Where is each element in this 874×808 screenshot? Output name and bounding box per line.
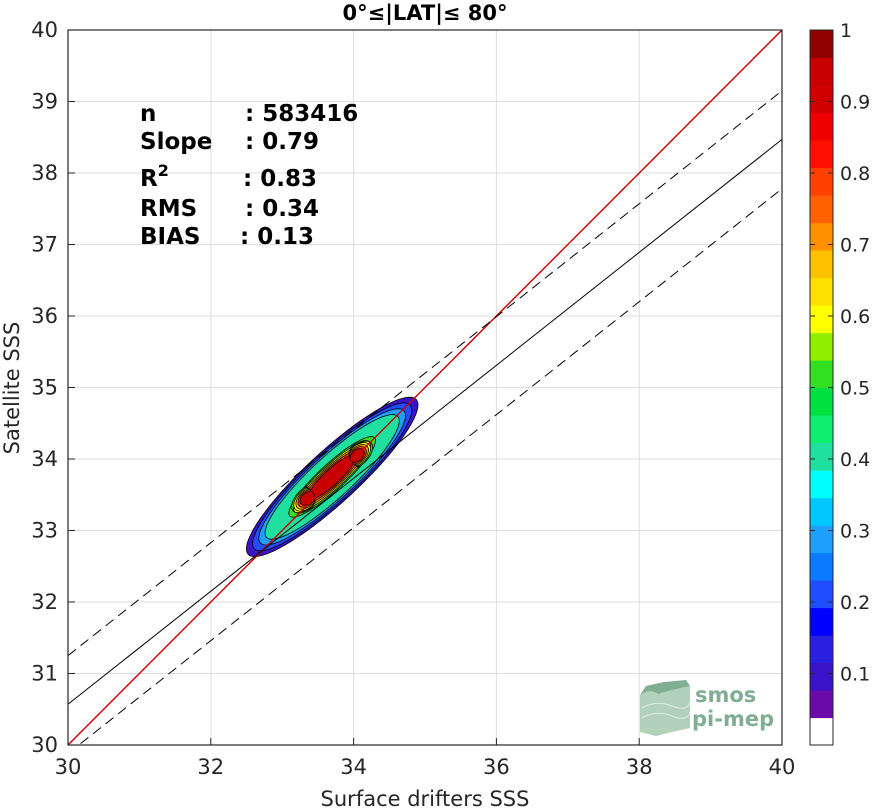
x-axis-label: Surface drifters SSS — [321, 787, 530, 808]
x-axis: 30 32 34 36 38 40 — [55, 738, 796, 779]
fit_upper-line — [68, 90, 782, 657]
colorbar-tick-label: 0.7 — [840, 235, 870, 257]
colorbar-segment — [810, 415, 833, 444]
colorbar — [809, 29, 834, 746]
colorbar-segment — [810, 360, 833, 389]
x-tick-label: 34 — [340, 755, 367, 779]
colorbar-segment — [810, 57, 833, 86]
fit-line — [68, 139, 782, 705]
colorbar-segment — [810, 305, 833, 334]
y-tick-label: 31 — [31, 662, 58, 686]
colorbar-tick-label: 1 — [840, 20, 852, 42]
y-axis-label: Satellite SSS — [0, 322, 24, 455]
colorbar-segment — [810, 580, 833, 609]
y-tick-label: 40 — [31, 18, 58, 42]
colorbar-segment — [810, 607, 833, 636]
x-tick-label: 38 — [626, 755, 653, 779]
x-tick-label: 40 — [769, 755, 796, 779]
y-tick-label: 38 — [31, 161, 58, 185]
colorbar-tick-label: 0.3 — [840, 521, 870, 543]
stat-value: : 583416 — [245, 101, 358, 127]
stat-value: : 0.34 — [245, 196, 319, 222]
logo-line2: pi-mep — [692, 707, 774, 731]
y-axis: 30 31 32 33 34 35 36 37 38 39 40 — [31, 18, 75, 757]
y-tick-label: 35 — [31, 376, 58, 400]
colorbar-segment — [810, 85, 833, 114]
colorbar-segment — [810, 140, 833, 169]
fit_lower-line — [78, 188, 782, 745]
y-tick-label: 32 — [31, 590, 58, 614]
logo: smos pi-mep — [640, 680, 774, 736]
y-tick-label: 39 — [31, 90, 58, 114]
identity-line — [68, 30, 782, 745]
colorbar-segment — [810, 635, 833, 664]
colorbar-segment — [810, 250, 833, 279]
chart-title: 0°≤|LAT|≤ 80° — [342, 1, 507, 26]
x-tick-label: 36 — [483, 755, 510, 779]
y-tick-label: 36 — [31, 304, 58, 328]
colorbar-segment — [810, 717, 833, 746]
colorbar-segment — [810, 30, 833, 59]
stat-label: Slope — [140, 129, 212, 155]
stat-value: : 0.79 — [245, 129, 319, 155]
stats-box: n : 583416 Slope : 0.79 R2 : 0.83 RMS : 0.34 BIA… — [140, 101, 358, 250]
colorbar-segment — [810, 690, 833, 719]
colorbar-segment — [810, 222, 833, 251]
colorbar-segment — [810, 442, 833, 471]
colorbar-segment — [810, 497, 833, 526]
stat-label: n — [140, 101, 156, 127]
y-tick-label: 37 — [31, 233, 58, 257]
stat-value: : 0.83 — [243, 166, 317, 192]
reference-lines — [68, 30, 782, 745]
colorbar-segment — [810, 525, 833, 554]
stat-value: : 0.13 — [240, 224, 314, 250]
colorbar-segment — [810, 332, 833, 361]
y-tick-label: 30 — [31, 733, 58, 757]
logo-emblem-icon — [640, 680, 691, 736]
colorbar-segment — [810, 470, 833, 499]
x-tick-label: 30 — [55, 755, 82, 779]
stat-label-sup: 2 — [158, 161, 169, 180]
colorbar-segment — [810, 277, 833, 306]
logo-line1: smos — [695, 683, 756, 707]
colorbar-tick-label: 0.8 — [840, 163, 870, 185]
y-tick-label: 34 — [31, 447, 58, 471]
colorbar-segment — [810, 662, 833, 691]
colorbar-tick-label: 0.5 — [840, 378, 870, 400]
colorbar-tick-label: 0.9 — [840, 92, 870, 114]
colorbar-segment — [810, 387, 833, 416]
colorbar-segment — [810, 195, 833, 224]
stat-label: RMS — [140, 196, 197, 222]
colorbar-segment — [810, 167, 833, 196]
colorbar-tick-label: 0.6 — [840, 306, 870, 328]
colorbar-segment — [810, 552, 833, 581]
y-tick-label: 33 — [31, 519, 58, 543]
colorbar-tick-label: 0.4 — [840, 449, 870, 471]
colorbar-ticks: 0.1 0.2 0.3 0.4 0.5 0.6 0.7 0.8 0.9 1 — [810, 20, 870, 686]
stat-label: BIAS — [140, 224, 200, 250]
colorbar-segment — [810, 112, 833, 141]
colorbar-tick-label: 0.1 — [840, 664, 870, 686]
colorbar-tick-label: 0.2 — [840, 592, 870, 614]
x-tick-label: 32 — [197, 755, 224, 779]
stat-label: R2 — [140, 161, 169, 192]
